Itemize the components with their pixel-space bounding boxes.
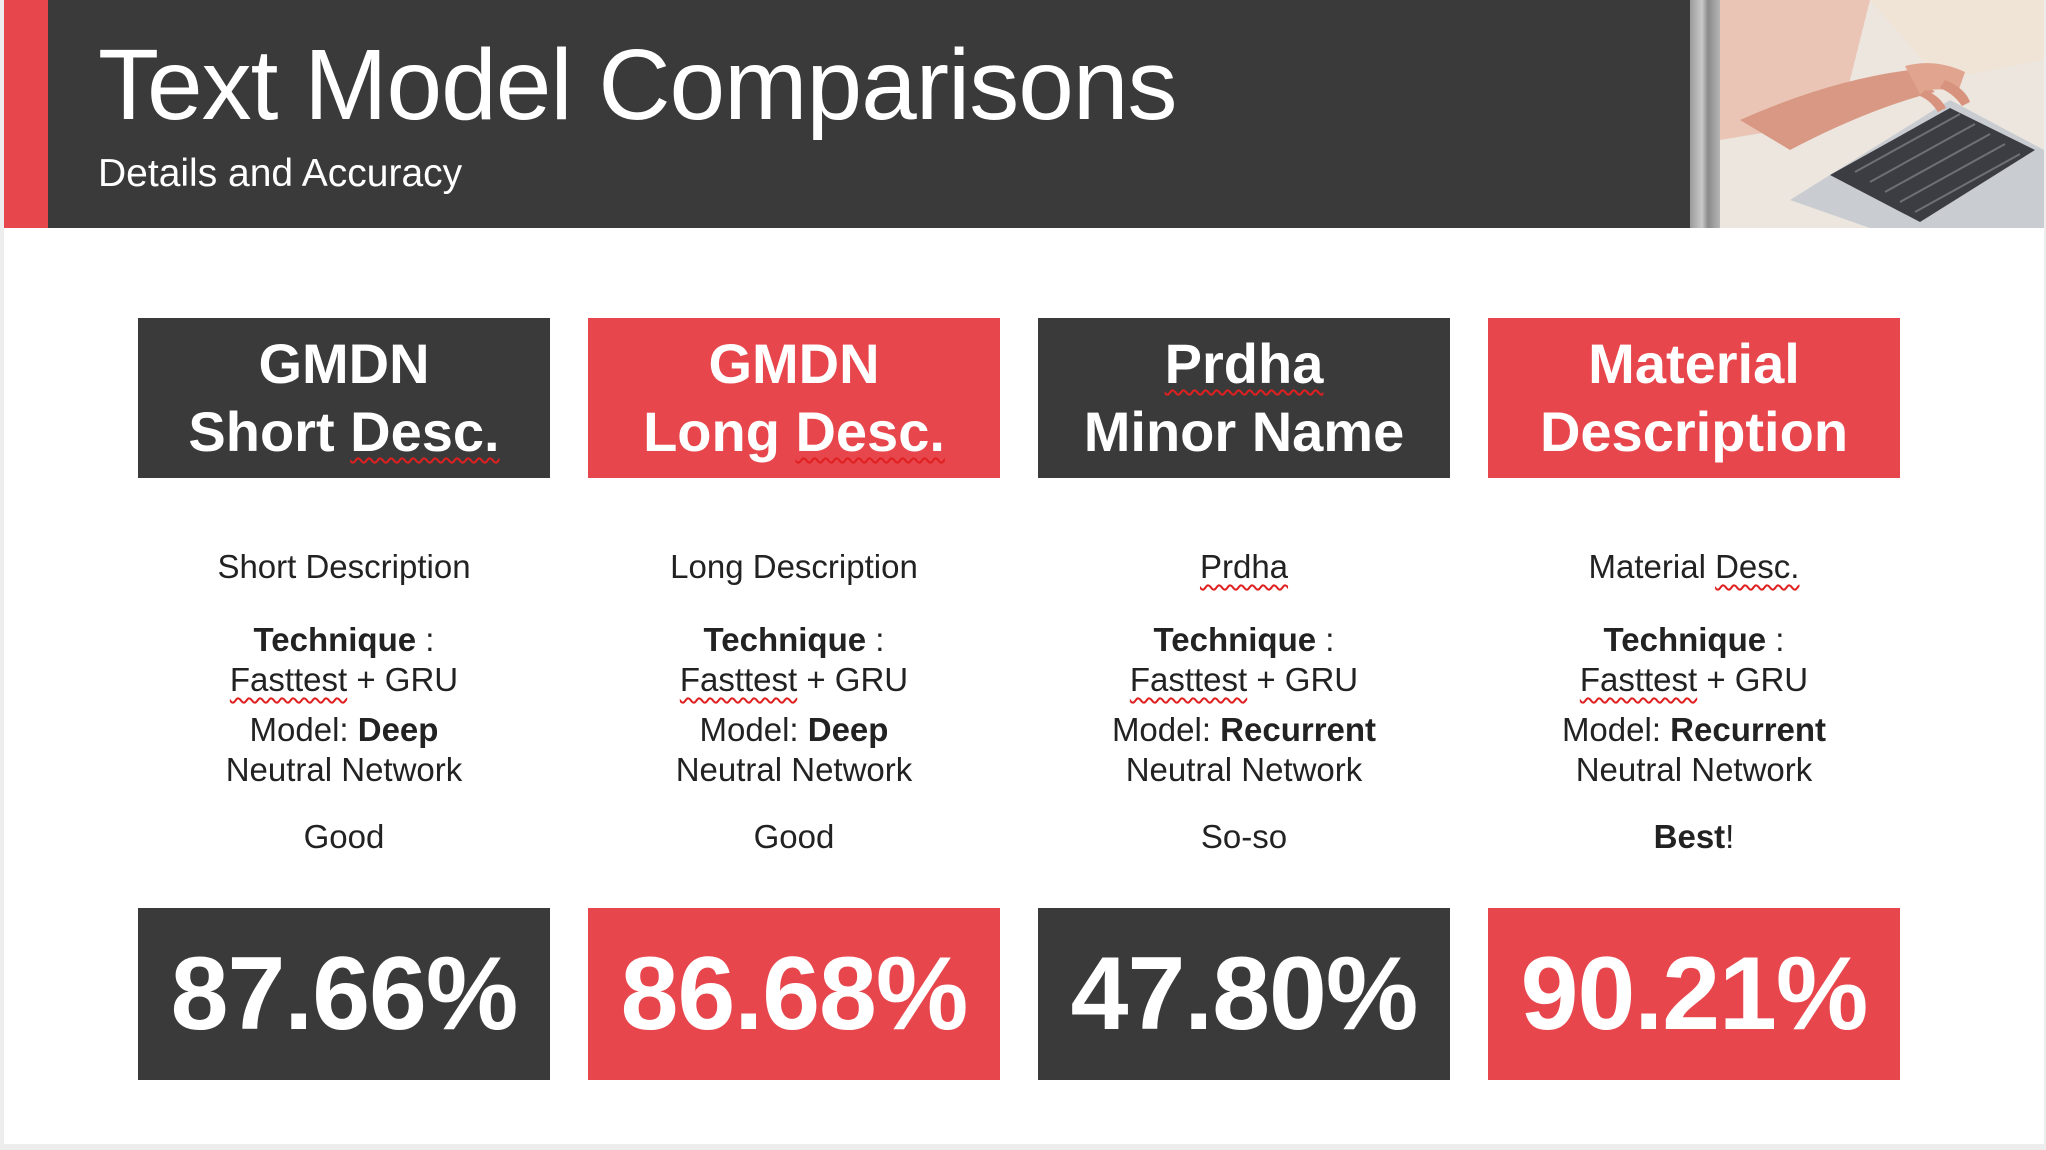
card-accuracy: 90.21% [1488,908,1900,1080]
card-source: Prdha [1199,548,1289,585]
card-header: GMDN Long Desc. [588,318,1000,478]
card-body: Prdha Technique : Fasttest + GRU Model: … [1042,478,1446,908]
card-rating: Good [303,818,385,855]
card-source: Material Desc. [1588,548,1800,585]
card-rating: Best! [1653,818,1735,855]
card-technique: Technique : Fasttest + GRU [1579,621,1809,698]
card-title-line2: Description [1539,400,1849,463]
card-title-line1: GMDN [258,332,430,395]
card-header: GMDN Short Desc. [138,318,550,478]
card-header: Material Description [1488,318,1900,478]
accent-bar [4,0,48,228]
card-accuracy: 86.68% [588,908,1000,1080]
card-title-line2: Minor Name [1083,400,1405,463]
card-header: Prdha Minor Name [1038,318,1450,478]
card-title-line1: Material [1588,332,1800,395]
slide-subtitle: Details and Accuracy [98,152,463,195]
card-model: Model: Deep Neutral Network [675,711,913,788]
laptop-typing-photo [1720,0,2044,228]
card-title-line2: Short Desc. [188,400,500,463]
comparison-card-prdha-minor: Prdha Minor Name Prdha Technique : Fastt… [1038,318,1450,1080]
card-technique: Technique : Fasttest + GRU [229,621,459,698]
card-title-line1: Prdha [1164,332,1324,395]
comparison-card-gmdn-long: GMDN Long Desc. Long Description Techniq… [588,318,1000,1080]
card-technique: Technique : Fasttest + GRU [1129,621,1359,698]
card-accuracy: 87.66% [138,908,550,1080]
card-source: Short Description [217,548,471,585]
card-rating: So-so [1200,818,1288,855]
card-model: Model: Recurrent Neutral Network [1111,711,1377,788]
slide: Text Model Comparisons Details and Accur… [4,0,2044,1144]
card-body: Material Desc. Technique : Fasttest + GR… [1492,478,1896,908]
card-model: Model: Recurrent Neutral Network [1561,711,1827,788]
card-model: Model: Deep Neutral Network [225,711,463,788]
card-technique: Technique : Fasttest + GRU [679,621,909,698]
header-divider [1690,0,1720,228]
comparison-card-gmdn-short: GMDN Short Desc. Short Description Techn… [138,318,550,1080]
comparison-card-material-desc: Material Description Material Desc. Tech… [1488,318,1900,1080]
card-source: Long Description [670,548,918,585]
card-accuracy: 47.80% [1038,908,1450,1080]
card-title-line1: GMDN [708,332,880,395]
card-body: Short Description Technique : Fasttest +… [142,478,546,908]
card-title-line2: Long Desc. [643,400,945,463]
card-rating: Good [753,818,835,855]
slide-title: Text Model Comparisons [98,29,1177,141]
laptop-typing-image [1720,0,2044,228]
header-band: Text Model Comparisons Details and Accur… [4,0,2044,228]
card-body: Long Description Technique : Fasttest + … [592,478,996,908]
